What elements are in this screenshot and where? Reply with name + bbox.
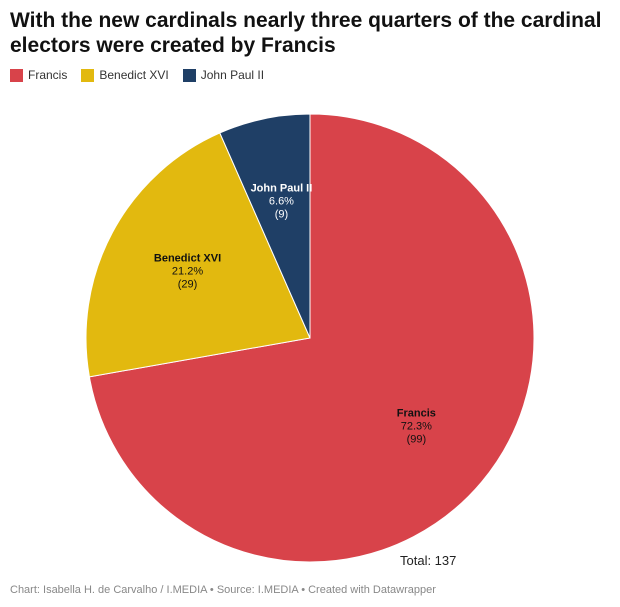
pie-slice [85,132,311,378]
legend-item: John Paul II [182,68,265,82]
slice-label: Benedict XVI 21.2% (29) [153,253,223,292]
slice-percent: 21.2% [171,265,204,278]
legend-swatch [81,68,95,82]
footer: Chart: Isabella H. de Carvalho / I.MEDIA… [10,584,436,596]
legend-item: Benedict XVI [81,68,169,82]
pie-slice [88,113,535,563]
slice-count: (29) [177,278,198,291]
legend-label: Benedict XVI [99,68,169,82]
legend-item: Francis [10,68,67,82]
slice-percent: 6.6% [268,195,294,208]
legend-swatch [182,68,196,82]
slice-name: Benedict XVI [153,252,222,265]
slice-label: John Paul II 6.6% (9) [246,183,316,222]
slice-count: (9) [274,208,289,221]
pie-slice [219,113,311,339]
legend-swatch [10,68,23,82]
legend-label: John Paul II [200,68,265,82]
legend-label: Francis [28,68,68,82]
slice-percent: 72.3% [400,420,432,433]
slice-count: (99) [406,433,427,446]
slice-label: Francis 72.3% (99) [381,408,451,447]
slice-name: John Paul II [250,182,313,195]
slice-name: Francis [396,407,436,420]
annotation: Total: 137 [400,553,457,568]
chart-title: With the new cardinals nearly three quar… [10,9,602,57]
legend: Francis Benedict XVI John Paul II [10,68,264,82]
